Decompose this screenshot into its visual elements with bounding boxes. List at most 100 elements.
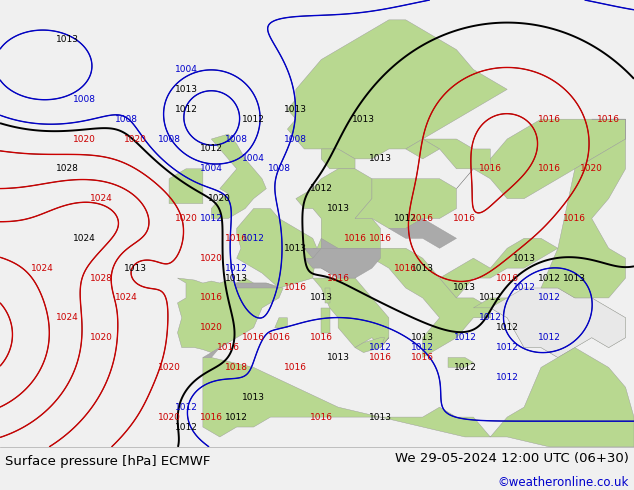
Text: 1020: 1020 bbox=[124, 135, 146, 144]
Polygon shape bbox=[236, 209, 317, 288]
Polygon shape bbox=[389, 219, 456, 248]
Text: 1016: 1016 bbox=[285, 363, 307, 372]
Text: 1012: 1012 bbox=[496, 373, 519, 382]
Text: 1008: 1008 bbox=[285, 135, 307, 144]
Polygon shape bbox=[304, 238, 380, 278]
Text: 1020: 1020 bbox=[209, 194, 231, 203]
Text: 1012: 1012 bbox=[369, 343, 392, 352]
Text: 1024: 1024 bbox=[90, 194, 113, 203]
Text: 1012: 1012 bbox=[394, 214, 417, 223]
Polygon shape bbox=[287, 20, 507, 159]
Text: 1008: 1008 bbox=[158, 135, 181, 144]
Polygon shape bbox=[456, 119, 626, 198]
Text: 1016: 1016 bbox=[268, 333, 290, 342]
Polygon shape bbox=[372, 248, 490, 358]
Text: 1012: 1012 bbox=[496, 343, 519, 352]
Text: 1013: 1013 bbox=[352, 115, 375, 123]
Text: 1013: 1013 bbox=[56, 35, 79, 44]
Text: 1016: 1016 bbox=[394, 264, 417, 272]
Text: 1016: 1016 bbox=[369, 353, 392, 362]
Text: 1013: 1013 bbox=[369, 413, 392, 421]
Text: 1024: 1024 bbox=[73, 234, 96, 243]
Text: 1013: 1013 bbox=[327, 204, 349, 213]
Text: 1012: 1012 bbox=[310, 184, 333, 193]
Text: 1012: 1012 bbox=[225, 264, 248, 272]
Text: 1013: 1013 bbox=[124, 264, 146, 272]
Text: 1020: 1020 bbox=[200, 254, 223, 263]
Polygon shape bbox=[355, 179, 456, 228]
Polygon shape bbox=[304, 248, 380, 278]
Text: 1016: 1016 bbox=[453, 214, 476, 223]
Text: 1016: 1016 bbox=[225, 234, 248, 243]
Text: Surface pressure [hPa] ECMWF: Surface pressure [hPa] ECMWF bbox=[5, 456, 210, 468]
Text: 1016: 1016 bbox=[310, 333, 333, 342]
Text: 1016: 1016 bbox=[479, 164, 501, 173]
Text: 1008: 1008 bbox=[225, 135, 248, 144]
Text: 1020: 1020 bbox=[73, 135, 96, 144]
Text: 1013: 1013 bbox=[174, 85, 197, 94]
Text: 1004: 1004 bbox=[174, 65, 197, 74]
Text: 1016: 1016 bbox=[200, 294, 223, 302]
Text: 1016: 1016 bbox=[597, 115, 620, 123]
Text: 1013: 1013 bbox=[369, 154, 392, 163]
Text: 1013: 1013 bbox=[310, 294, 333, 302]
Text: 1012: 1012 bbox=[479, 294, 501, 302]
Text: 1020: 1020 bbox=[158, 413, 181, 421]
Text: 1012: 1012 bbox=[453, 333, 476, 342]
Text: 1012: 1012 bbox=[453, 363, 476, 372]
Polygon shape bbox=[541, 119, 626, 298]
Text: ©weatheronline.co.uk: ©weatheronline.co.uk bbox=[498, 476, 629, 489]
Text: 1016: 1016 bbox=[538, 164, 561, 173]
Text: 1016: 1016 bbox=[285, 284, 307, 293]
Text: 1016: 1016 bbox=[411, 214, 434, 223]
Text: 1013: 1013 bbox=[513, 254, 536, 263]
Polygon shape bbox=[296, 169, 380, 248]
Text: 1013: 1013 bbox=[564, 273, 586, 283]
Polygon shape bbox=[211, 134, 266, 219]
Text: 1016: 1016 bbox=[411, 353, 434, 362]
Text: 1012: 1012 bbox=[479, 313, 501, 322]
Polygon shape bbox=[203, 343, 228, 358]
Text: 1012: 1012 bbox=[513, 284, 536, 293]
Text: 1020: 1020 bbox=[158, 363, 181, 372]
Text: 1012: 1012 bbox=[411, 343, 434, 352]
Text: 1012: 1012 bbox=[174, 422, 197, 432]
Polygon shape bbox=[169, 169, 203, 203]
Text: 1012: 1012 bbox=[242, 234, 265, 243]
Text: 1004: 1004 bbox=[242, 154, 265, 163]
Text: 1012: 1012 bbox=[538, 333, 561, 342]
Polygon shape bbox=[321, 308, 330, 333]
Text: 1024: 1024 bbox=[31, 264, 54, 272]
Text: 1020: 1020 bbox=[174, 214, 197, 223]
Polygon shape bbox=[236, 283, 279, 288]
Text: 1018: 1018 bbox=[225, 363, 248, 372]
Text: 1008: 1008 bbox=[73, 95, 96, 104]
Text: 1016: 1016 bbox=[217, 343, 240, 352]
Text: 1016: 1016 bbox=[327, 273, 349, 283]
Text: 1013: 1013 bbox=[242, 392, 265, 402]
Text: 1004: 1004 bbox=[200, 164, 223, 173]
Polygon shape bbox=[313, 278, 389, 347]
Text: 1012: 1012 bbox=[538, 294, 561, 302]
Text: 1020: 1020 bbox=[200, 323, 223, 332]
Polygon shape bbox=[474, 288, 626, 358]
Text: 1008: 1008 bbox=[268, 164, 290, 173]
Text: 1028: 1028 bbox=[56, 164, 79, 173]
Polygon shape bbox=[203, 347, 634, 447]
Polygon shape bbox=[406, 139, 439, 159]
Polygon shape bbox=[325, 288, 330, 303]
Text: 1013: 1013 bbox=[411, 264, 434, 272]
Text: 1013: 1013 bbox=[453, 284, 476, 293]
Polygon shape bbox=[355, 338, 385, 352]
Text: 1012: 1012 bbox=[538, 273, 561, 283]
Text: 1008: 1008 bbox=[115, 115, 138, 123]
Text: 1012: 1012 bbox=[200, 145, 223, 153]
Polygon shape bbox=[490, 288, 626, 358]
Text: 1012: 1012 bbox=[174, 105, 197, 114]
Text: 1013: 1013 bbox=[327, 353, 349, 362]
Text: 1013: 1013 bbox=[285, 105, 307, 114]
Text: 1016: 1016 bbox=[369, 234, 392, 243]
Text: 1016: 1016 bbox=[200, 413, 223, 421]
Polygon shape bbox=[178, 278, 283, 352]
Text: 1012: 1012 bbox=[174, 403, 197, 412]
